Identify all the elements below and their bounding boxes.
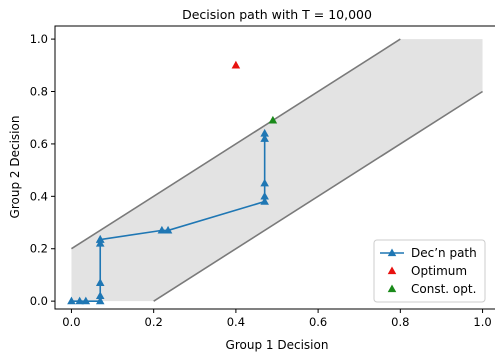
y-tick-label: 0.6	[30, 137, 48, 151]
data-point-dec-n-path	[260, 191, 269, 200]
data-point-dec-n-path	[163, 225, 173, 234]
data-point-dec-n-path	[260, 178, 269, 187]
x-tick-label: 1.0	[473, 315, 491, 329]
data-point-dec-n-path	[95, 291, 105, 300]
legend-label-optimum: Optimum	[411, 264, 467, 278]
data-point-dec-n-path	[95, 296, 105, 305]
legend-marker-const-opt	[387, 284, 397, 293]
plot-area	[67, 38, 483, 305]
y-tick-label: 1.0	[30, 32, 48, 46]
data-point-dec-n-path	[81, 296, 91, 305]
data-point-dec-n-path	[95, 278, 105, 286]
axes: 0.0 0.2 0.4 0.6 0.8 1.0 0.0 0.2 0.4 0.6 0.8 1.0	[30, 25, 495, 329]
x-tick-label: 0.2	[145, 315, 163, 329]
y-tick-label: 0.2	[30, 242, 48, 256]
x-tick-label: 0.8	[391, 315, 409, 329]
boundary-line-1	[71, 38, 401, 250]
data-point-dec-n-path	[260, 128, 269, 137]
y-axis-label: Group 2 Decision	[8, 116, 22, 219]
legend: Dec’n path Optimum Const. opt.	[373, 239, 486, 303]
y-tick-label: 0.0	[30, 294, 48, 308]
boundary-line-2	[153, 90, 483, 302]
x-tick-label: 0.6	[309, 315, 327, 329]
legend-box	[373, 239, 486, 303]
data-point-optimum	[231, 60, 241, 69]
data-point-dec-n-path	[95, 238, 105, 247]
data-point-dec-n-path	[75, 296, 84, 305]
legend-label-const-opt: Const. opt.	[411, 282, 476, 296]
feasible-region	[71, 39, 483, 302]
x-tick-label: 0.0	[62, 315, 80, 329]
x-axis-label: Group 1 Decision	[226, 338, 329, 352]
chart-title: Decision path with T = 10,000	[182, 7, 372, 22]
data-point-dec-n-path	[95, 235, 105, 243]
legend-marker-dec-n-path	[387, 248, 397, 257]
data-point-dec-n-path	[260, 197, 269, 205]
data-point-const-opt	[268, 115, 278, 124]
data-point-dec-n-path	[157, 225, 167, 234]
legend-marker-optimum	[387, 266, 397, 275]
y-tick-label: 0.8	[30, 85, 48, 99]
y-tick-label: 0.4	[30, 189, 48, 203]
data-point-dec-n-path	[260, 134, 269, 142]
legend-label-dec-n-path: Dec’n path	[411, 246, 477, 260]
data-point-dec-n-path	[67, 296, 76, 305]
x-tick-label: 0.4	[227, 315, 245, 329]
plot-frame	[54, 25, 495, 310]
